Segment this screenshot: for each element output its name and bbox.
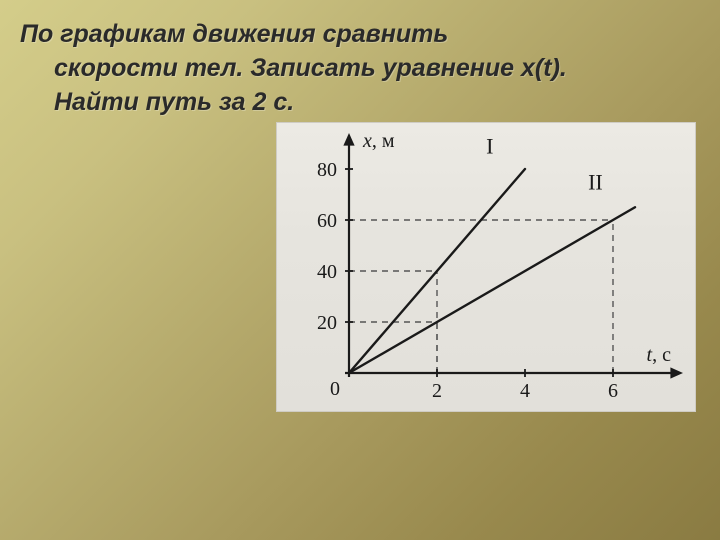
svg-text:I: I xyxy=(486,134,493,159)
heading-line-2: скорости тел. Записать уравнение x(t). xyxy=(20,52,700,86)
chart: 246204060800x, мt, сIII xyxy=(285,129,687,405)
svg-text:4: 4 xyxy=(520,380,530,402)
svg-text:x, м: x, м xyxy=(362,130,395,152)
svg-text:0: 0 xyxy=(330,378,340,400)
svg-text:20: 20 xyxy=(317,312,337,334)
heading-line-3: Найти путь за 2 с. xyxy=(20,86,700,120)
svg-text:6: 6 xyxy=(608,380,618,402)
problem-heading: По графикам движения сравнить скорости т… xyxy=(20,18,700,119)
chart-svg: 246204060800x, мt, сIII xyxy=(285,129,689,405)
svg-text:60: 60 xyxy=(317,210,337,232)
chart-panel: 246204060800x, мt, сIII xyxy=(276,122,696,412)
svg-text:t, с: t, с xyxy=(647,344,672,366)
svg-text:II: II xyxy=(588,169,603,194)
svg-text:2: 2 xyxy=(432,380,442,402)
svg-text:40: 40 xyxy=(317,261,337,283)
svg-text:80: 80 xyxy=(317,159,337,181)
heading-line-1: По графикам движения сравнить xyxy=(20,20,448,48)
